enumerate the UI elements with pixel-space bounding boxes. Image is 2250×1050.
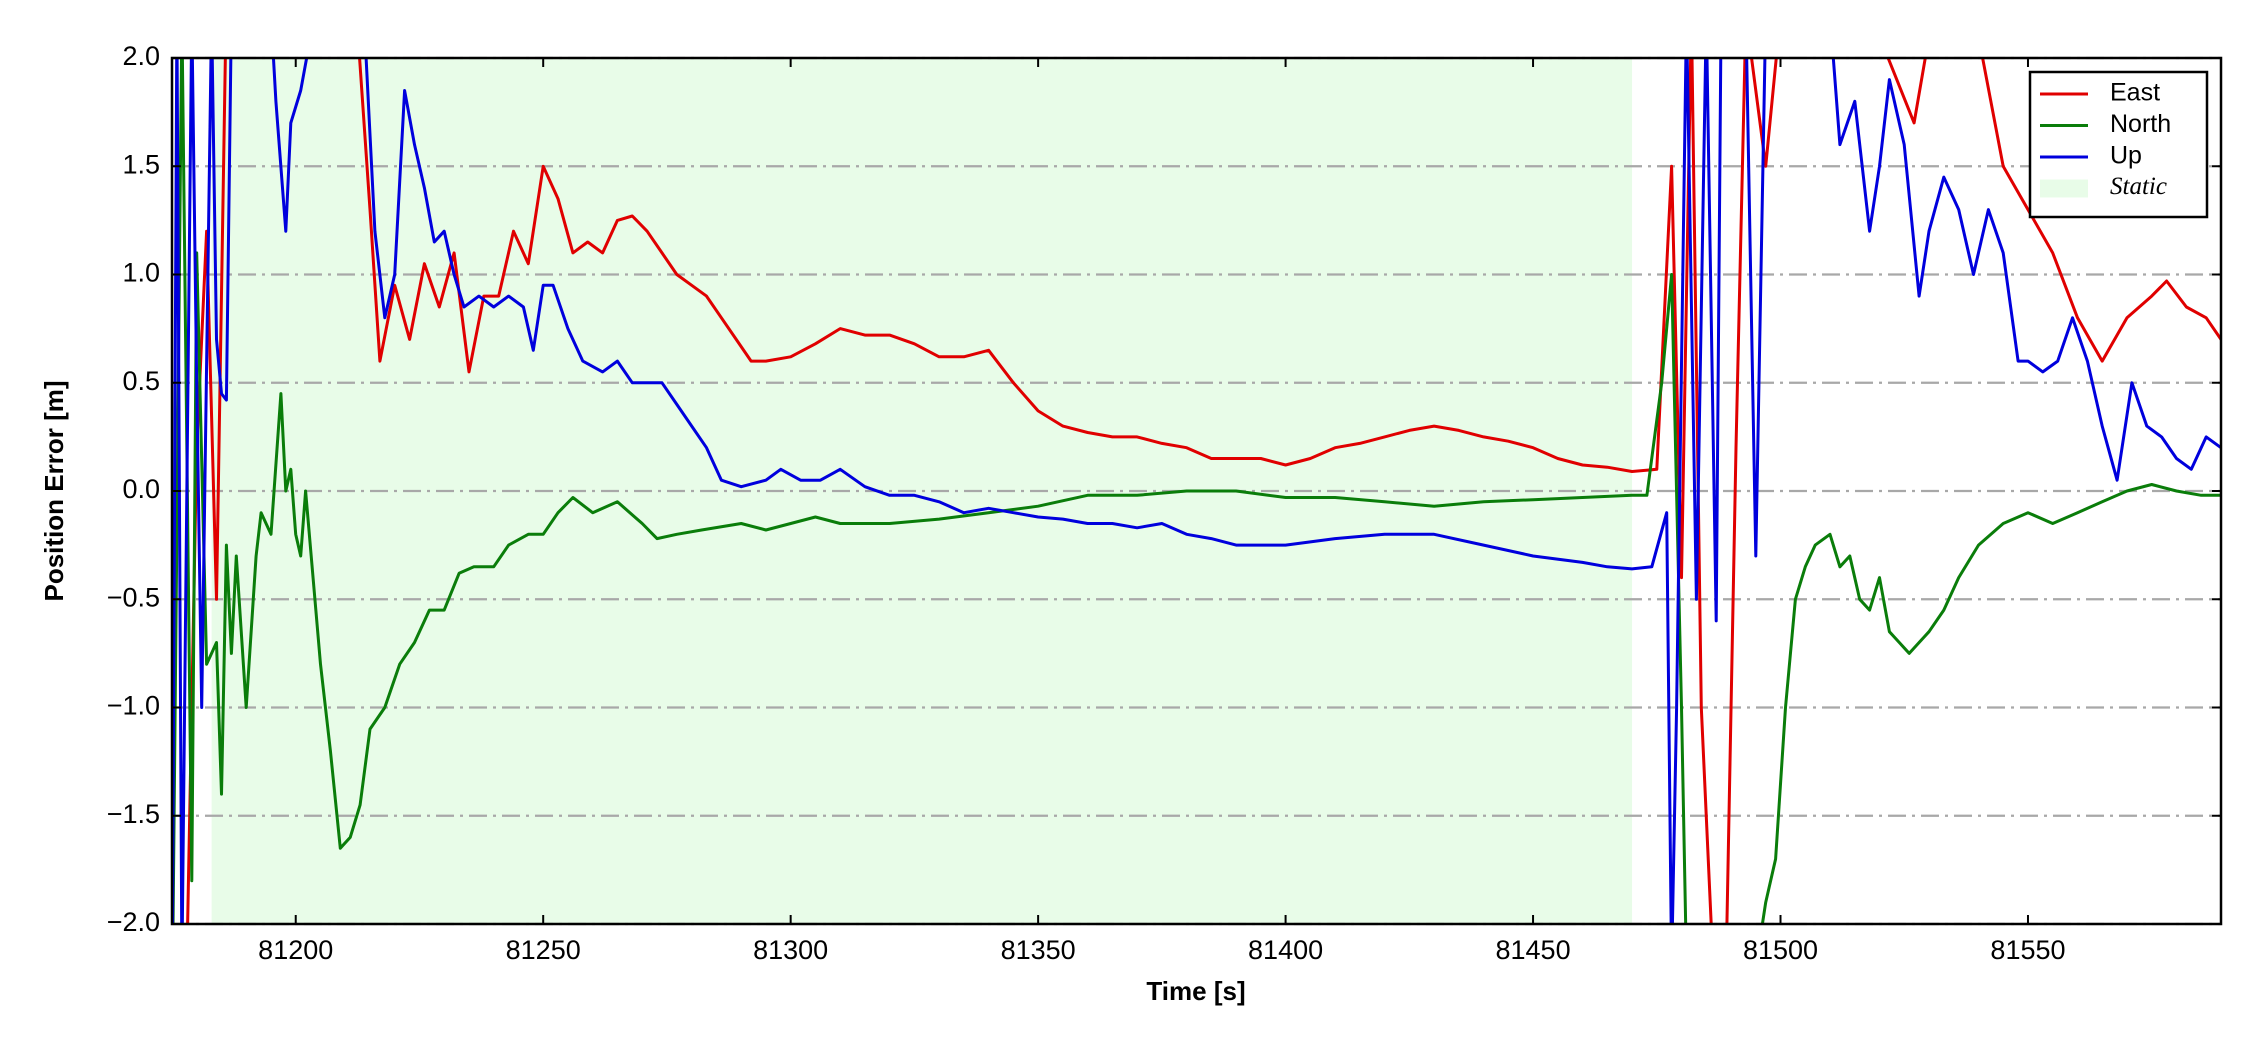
y-tick-label: 2.0 — [122, 41, 160, 71]
x-axis-label: Time [s] — [1146, 976, 1245, 1006]
legend-label: East — [2110, 79, 2160, 107]
lines — [172, 58, 2221, 924]
legend-label: Static — [2110, 173, 2167, 200]
y-tick-label: −0.5 — [107, 582, 160, 612]
series-line — [172, 58, 2221, 924]
x-tick-label: 81450 — [1496, 935, 1571, 965]
legend: East North Up Static — [2028, 70, 2209, 219]
x-tick-label: 81250 — [506, 935, 581, 965]
legend-label: Up — [2110, 142, 2142, 170]
axes: −2.0 −1.5 −1.0 −0.5 0.0 0.5 1.0 1.5 2.0 81200 8125… — [107, 41, 2221, 965]
x-tick-label: 81400 — [1248, 935, 1323, 965]
y-tick-label: 0.0 — [122, 474, 160, 504]
x-tick-label: 81500 — [1743, 935, 1818, 965]
y-tick-label: 0.5 — [122, 366, 160, 396]
y-tick-label: −1.5 — [107, 799, 160, 829]
y-tick-label: −2.0 — [107, 907, 160, 937]
x-tick-label: 81350 — [1001, 935, 1076, 965]
y-tick-label: −1.0 — [107, 691, 160, 721]
x-tick-label: 81200 — [258, 935, 333, 965]
x-tick-label: 81550 — [1990, 935, 2065, 965]
series-line — [172, 58, 2221, 924]
x-tick-label: 81300 — [753, 935, 828, 965]
y-tick-label: 1.0 — [122, 258, 160, 288]
y-tick-label: 1.5 — [122, 149, 160, 179]
legend-swatch — [2040, 179, 2088, 198]
legend-label: North — [2110, 110, 2171, 138]
y-axis-label: Position Error [m] — [39, 380, 69, 601]
